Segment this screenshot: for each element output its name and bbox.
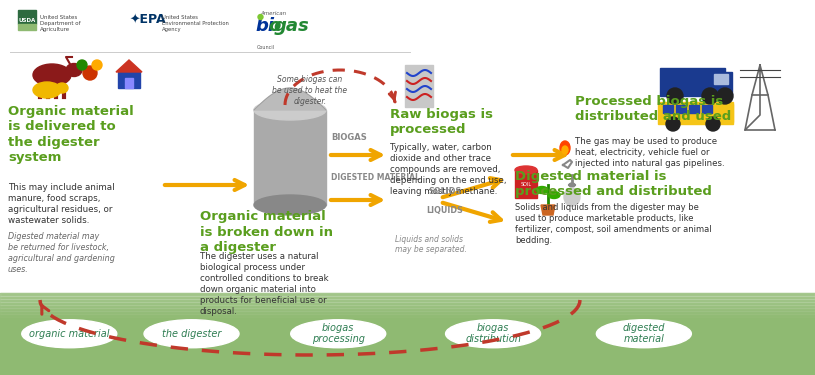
Bar xyxy=(689,105,699,113)
Bar xyxy=(714,74,728,84)
Text: bi: bi xyxy=(255,17,274,35)
Text: The gas may be used to produce
heat, electricity, vehicle fuel or
injected into : The gas may be used to produce heat, ele… xyxy=(575,137,725,168)
Text: United States
Environmental Protection
Agency: United States Environmental Protection A… xyxy=(162,15,229,32)
Bar xyxy=(125,78,133,88)
Text: gas: gas xyxy=(274,17,310,35)
Circle shape xyxy=(83,66,97,80)
Bar xyxy=(660,68,725,96)
Ellipse shape xyxy=(560,141,570,155)
Text: This may include animal
manure, food scraps,
agricultural residues, or
wastewate: This may include animal manure, food scr… xyxy=(8,183,115,225)
Text: Organic material
is broken down in
a digester: Organic material is broken down in a dig… xyxy=(200,210,333,254)
Text: Solids and liquids from the digester may be
used to produce marketable products,: Solids and liquids from the digester may… xyxy=(515,203,711,245)
Ellipse shape xyxy=(291,320,385,348)
Ellipse shape xyxy=(254,100,326,120)
Text: biogas
processing: biogas processing xyxy=(311,323,365,344)
Bar xyxy=(702,105,712,113)
Bar xyxy=(0,310,815,314)
Circle shape xyxy=(702,88,718,104)
Ellipse shape xyxy=(564,188,580,206)
Text: Typically, water, carbon
dioxide and other trace
compounds are removed,
dependin: Typically, water, carbon dioxide and oth… xyxy=(390,143,506,196)
Circle shape xyxy=(92,60,102,70)
Bar xyxy=(18,24,36,30)
Ellipse shape xyxy=(254,195,326,215)
Text: Processed biogas is
distributed and used: Processed biogas is distributed and used xyxy=(575,95,731,123)
Ellipse shape xyxy=(515,166,537,174)
Text: Liquids and solids
may be separated.: Liquids and solids may be separated. xyxy=(395,235,467,254)
Polygon shape xyxy=(254,88,326,110)
Bar xyxy=(0,298,815,302)
Ellipse shape xyxy=(597,320,691,348)
Polygon shape xyxy=(116,60,142,72)
Text: USDA: USDA xyxy=(19,18,36,22)
Ellipse shape xyxy=(33,82,61,98)
Bar xyxy=(712,72,732,94)
Bar xyxy=(254,110,326,205)
Circle shape xyxy=(706,117,720,131)
Bar xyxy=(658,102,733,124)
Text: the digester: the digester xyxy=(162,329,221,339)
Bar xyxy=(663,105,673,113)
Bar xyxy=(718,104,733,122)
Text: ✦EPA: ✦EPA xyxy=(130,14,166,27)
Ellipse shape xyxy=(33,64,71,86)
Text: SOIL: SOIL xyxy=(521,182,531,186)
Text: LIQUIDS: LIQUIDS xyxy=(426,206,464,214)
Circle shape xyxy=(258,15,263,20)
Bar xyxy=(0,308,815,310)
Circle shape xyxy=(717,88,733,104)
Ellipse shape xyxy=(56,83,68,93)
Text: Digested material may
be returned for livestock,
agricultural and gardening
uses: Digested material may be returned for li… xyxy=(8,232,115,274)
Polygon shape xyxy=(541,205,555,215)
Text: Council: Council xyxy=(257,45,275,50)
Text: Digested material is
processed and distributed: Digested material is processed and distr… xyxy=(515,170,711,198)
Bar xyxy=(405,65,433,107)
Ellipse shape xyxy=(144,320,239,348)
Text: American: American xyxy=(260,11,286,16)
Text: SOLIDS: SOLIDS xyxy=(429,188,461,196)
Circle shape xyxy=(77,60,87,70)
Ellipse shape xyxy=(446,320,540,348)
Bar xyxy=(0,302,815,304)
Ellipse shape xyxy=(562,146,568,154)
Text: United States
Department of
Agriculture: United States Department of Agriculture xyxy=(40,15,81,32)
Bar xyxy=(118,72,140,88)
Text: o: o xyxy=(268,17,280,35)
Bar xyxy=(18,10,36,24)
Ellipse shape xyxy=(548,192,560,198)
Text: organic material: organic material xyxy=(29,329,109,339)
Text: Raw biogas is
processed: Raw biogas is processed xyxy=(390,108,493,136)
Text: DIGESTED MATERIAL: DIGESTED MATERIAL xyxy=(331,174,420,183)
Text: digested
material: digested material xyxy=(623,323,665,344)
Text: Organic material
is delivered to
the digester
system: Organic material is delivered to the dig… xyxy=(8,105,134,165)
Bar xyxy=(0,292,815,375)
Text: biogas
distribution: biogas distribution xyxy=(465,323,521,344)
Ellipse shape xyxy=(569,183,575,187)
Ellipse shape xyxy=(66,63,82,76)
Text: BIOGAS: BIOGAS xyxy=(331,134,367,142)
Bar xyxy=(0,292,815,296)
Bar xyxy=(0,304,815,307)
Bar xyxy=(676,105,686,113)
Ellipse shape xyxy=(536,186,548,194)
Text: The digester uses a natural
biological process under
controlled conditions to br: The digester uses a natural biological p… xyxy=(200,252,328,316)
Bar xyxy=(0,296,815,298)
Text: Some biogas can
be used to heat the
digester.: Some biogas can be used to heat the dige… xyxy=(272,75,347,106)
Circle shape xyxy=(666,117,680,131)
Bar xyxy=(0,314,815,316)
Ellipse shape xyxy=(22,320,117,348)
Circle shape xyxy=(667,88,683,104)
Bar xyxy=(515,170,537,198)
